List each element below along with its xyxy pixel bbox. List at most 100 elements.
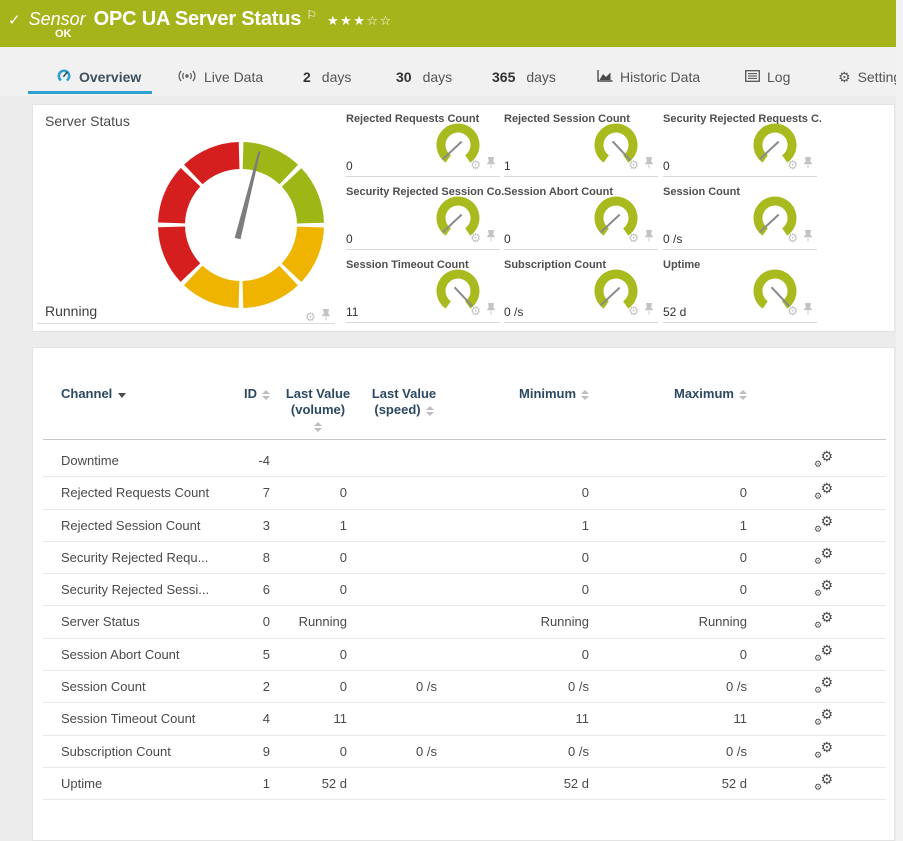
- priority-stars[interactable]: ★★★☆☆: [327, 13, 393, 29]
- channel-pin-icon[interactable]: [644, 156, 654, 174]
- table-row: Subscription Count 9 0 0 /s 0 /s 0 /s ⚙⚙: [43, 736, 886, 768]
- gauges-panel: Server Status Running ⚙ Rejected Request…: [32, 104, 895, 332]
- priority-flag-icon[interactable]: ⚐: [306, 8, 317, 22]
- cell-last-value-volume: 0: [277, 736, 347, 767]
- channel-gear-icon[interactable]: ⚙: [628, 232, 639, 244]
- column-header-last-value-speed[interactable]: Last Value (speed): [369, 386, 439, 418]
- double-gear-icon: ⚙⚙: [813, 612, 835, 630]
- area-chart-icon: [597, 69, 613, 86]
- mini-gauge-value: 0 /s: [504, 305, 523, 319]
- sort-updown-icon: [426, 406, 434, 416]
- primary-gauge-title: Server Status: [45, 113, 130, 129]
- channel-gear-icon[interactable]: ⚙: [628, 305, 639, 317]
- cell-last-value-speed: [367, 606, 437, 637]
- channel-settings-button[interactable]: ⚙⚙: [813, 709, 839, 729]
- gear-icon: ⚙: [838, 70, 851, 84]
- column-header-label: (volume): [291, 402, 345, 417]
- cell-last-value-volume: 52 d: [277, 768, 347, 799]
- channel-gear-icon[interactable]: ⚙: [470, 159, 481, 171]
- divider: [663, 322, 817, 323]
- divider: [504, 176, 658, 177]
- log-list-icon: [745, 69, 760, 85]
- header-divider: [43, 439, 886, 440]
- channel-settings-button[interactable]: ⚙⚙: [813, 742, 839, 762]
- channel-gear-icon[interactable]: ⚙: [470, 232, 481, 244]
- channel-pin-icon[interactable]: [644, 302, 654, 320]
- channel-settings-button[interactable]: ⚙⚙: [813, 580, 839, 600]
- channel-pin-icon[interactable]: [486, 156, 496, 174]
- channel-gear-icon[interactable]: ⚙: [787, 159, 798, 171]
- channel-pin-icon[interactable]: [321, 308, 331, 326]
- divider: [663, 249, 817, 250]
- cell-id: -4: [183, 445, 270, 476]
- tab-historic-data[interactable]: Historic Data: [597, 68, 700, 86]
- cell-last-value-speed: [367, 542, 437, 573]
- tab-number: 2: [303, 69, 311, 85]
- sort-updown-icon: [314, 422, 322, 432]
- cell-id: 5: [183, 639, 270, 670]
- tab-label: days: [526, 69, 556, 85]
- column-header-label: Minimum: [519, 386, 576, 401]
- cell-last-value-speed: [367, 574, 437, 605]
- tab-live-data[interactable]: Live Data: [177, 68, 263, 86]
- cell-last-value-volume: 0: [277, 639, 347, 670]
- cell-id: 1: [183, 768, 270, 799]
- mini-gauge-cell: Session Abort Count 0 ⚙: [504, 184, 662, 257]
- cell-minimum: [489, 445, 589, 476]
- cell-id: 4: [183, 703, 270, 734]
- double-gear-icon: ⚙⚙: [813, 774, 835, 792]
- cell-last-value-volume: 0: [277, 671, 347, 702]
- table-row: Security Rejected Sessi... 6 0 0 0 ⚙⚙: [43, 574, 886, 606]
- channel-settings-button[interactable]: ⚙⚙: [813, 677, 839, 697]
- mini-gauge-cell: Security Rejected Requests C... 0 ⚙: [663, 111, 821, 184]
- channel-settings-button[interactable]: ⚙⚙: [813, 548, 839, 568]
- column-header-last-value-volume[interactable]: Last Value (volume): [285, 386, 351, 434]
- cell-id: 2: [183, 671, 270, 702]
- tab-settings[interactable]: ⚙ Settings: [838, 68, 903, 86]
- cell-last-value-speed: 0 /s: [367, 671, 437, 702]
- channel-gear-icon[interactable]: ⚙: [787, 232, 798, 244]
- channel-settings-button[interactable]: ⚙⚙: [813, 516, 839, 536]
- channel-settings-button[interactable]: ⚙⚙: [813, 451, 839, 471]
- column-header-id[interactable]: ID: [244, 386, 270, 401]
- mini-gauge-value: 0 /s: [663, 232, 682, 246]
- scrollbar-track[interactable]: [896, 0, 903, 841]
- channel-pin-icon[interactable]: [486, 302, 496, 320]
- sensor-status-badge: OK: [55, 28, 72, 40]
- channel-gear-icon[interactable]: ⚙: [787, 305, 798, 317]
- cell-last-value-speed: [367, 477, 437, 508]
- page-title: OPC UA Server Status: [94, 8, 302, 31]
- tab-log[interactable]: Log: [745, 68, 790, 86]
- channel-pin-icon[interactable]: [803, 302, 813, 320]
- active-tab-indicator: [28, 91, 152, 94]
- tab-30-days[interactable]: 30 days: [396, 68, 452, 86]
- tab-365-days[interactable]: 365 days: [492, 68, 556, 86]
- channel-pin-icon[interactable]: [803, 156, 813, 174]
- cell-maximum: [647, 445, 747, 476]
- double-gear-icon: ⚙⚙: [813, 451, 835, 469]
- sort-caret-icon: [118, 393, 126, 398]
- cell-id: 6: [183, 574, 270, 605]
- column-header-minimum[interactable]: Minimum: [519, 386, 589, 401]
- column-header-channel[interactable]: Channel: [61, 386, 126, 401]
- channel-settings-button[interactable]: ⚙⚙: [813, 645, 839, 665]
- cell-minimum: 0 /s: [489, 671, 589, 702]
- channel-pin-icon[interactable]: [803, 229, 813, 247]
- double-gear-icon: ⚙⚙: [813, 516, 835, 534]
- table-row: Rejected Session Count 3 1 1 1 ⚙⚙: [43, 510, 886, 542]
- tab-overview[interactable]: Overview: [56, 68, 141, 86]
- channel-pin-icon[interactable]: [486, 229, 496, 247]
- channel-settings-button[interactable]: ⚙⚙: [813, 774, 839, 794]
- channel-gear-icon[interactable]: ⚙: [628, 159, 639, 171]
- cell-maximum: 1: [647, 510, 747, 541]
- channel-settings-button[interactable]: ⚙⚙: [813, 483, 839, 503]
- mini-gauge-cell: Subscription Count 0 /s ⚙: [504, 257, 662, 330]
- tab-2-days[interactable]: 2 days: [303, 68, 351, 86]
- cell-maximum: 0: [647, 477, 747, 508]
- channel-settings-button[interactable]: ⚙⚙: [813, 612, 839, 632]
- table-row: Session Count 2 0 0 /s 0 /s 0 /s ⚙⚙: [43, 671, 886, 703]
- channel-gear-icon[interactable]: ⚙: [470, 305, 481, 317]
- column-header-maximum[interactable]: Maximum: [674, 386, 747, 401]
- channel-gear-icon[interactable]: ⚙: [305, 311, 316, 323]
- channel-pin-icon[interactable]: [644, 229, 654, 247]
